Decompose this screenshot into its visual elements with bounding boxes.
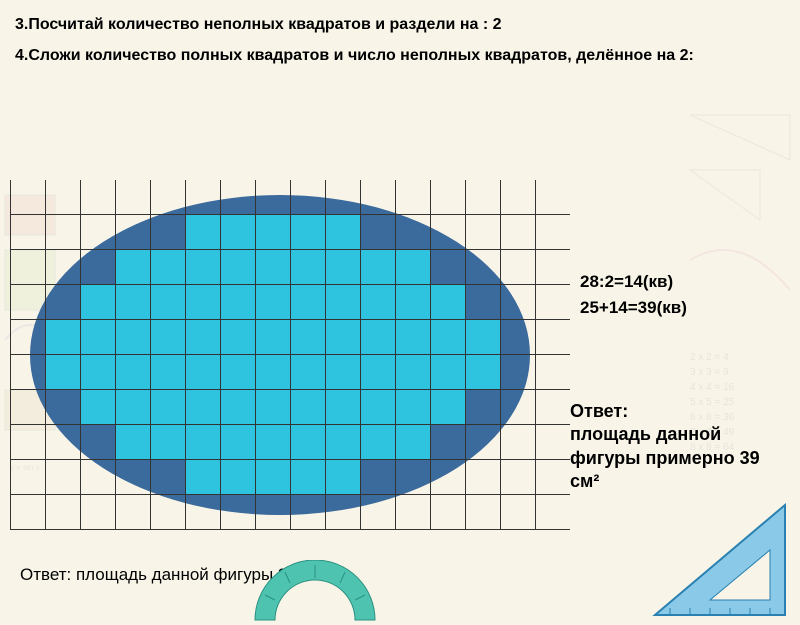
grid-lines — [10, 180, 570, 530]
calc-line-1: 28:2=14(кв) — [580, 270, 770, 294]
answer-label: Ответ: — [570, 400, 780, 423]
svg-text:2 x 2 = 4: 2 x 2 = 4 — [690, 352, 729, 363]
instruction-4: 4.Сложи количество полных квадратов и чи… — [0, 41, 800, 72]
protractor-icon — [250, 560, 380, 625]
calc-line-2: 25+14=39(кв) — [580, 296, 770, 320]
triangle-ruler-icon — [650, 500, 790, 620]
calculations: 28:2=14(кв) 25+14=39(кв) — [580, 270, 770, 322]
answer-text: площадь данной фигуры примерно 39 см² — [570, 423, 780, 493]
answer-box: Ответ: площадь данной фигуры примерно 39… — [570, 400, 780, 494]
instruction-3: 3.Посчитай количество неполных квадратов… — [0, 10, 800, 41]
svg-text:3 x 3 = 9: 3 x 3 = 9 — [690, 367, 729, 378]
svg-text:4 x 4 = 16: 4 x 4 = 16 — [690, 382, 735, 393]
grid-diagram — [10, 180, 570, 530]
